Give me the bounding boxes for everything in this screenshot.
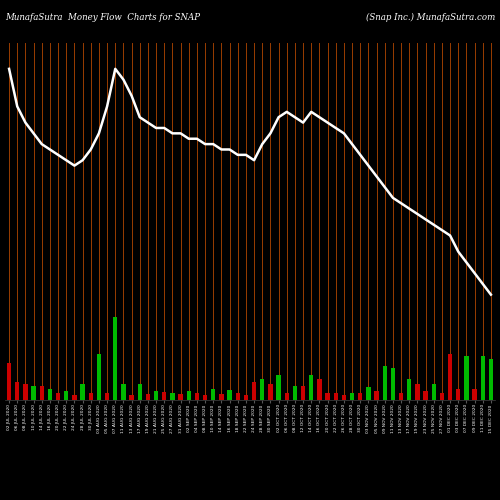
Bar xyxy=(488,358,493,400)
Bar xyxy=(415,384,420,400)
Bar xyxy=(432,384,436,400)
Bar xyxy=(40,386,44,400)
Bar xyxy=(448,354,452,400)
Bar xyxy=(32,386,36,400)
Bar xyxy=(48,388,52,400)
Bar xyxy=(350,393,354,400)
Bar xyxy=(456,388,460,400)
Bar xyxy=(56,393,60,400)
Bar xyxy=(301,386,306,400)
Bar xyxy=(203,396,207,400)
Bar xyxy=(72,396,76,400)
Bar xyxy=(96,354,101,400)
Bar xyxy=(113,317,117,400)
Bar xyxy=(23,384,28,400)
Bar xyxy=(130,396,134,400)
Bar xyxy=(194,393,199,400)
Bar xyxy=(424,391,428,400)
Bar xyxy=(309,374,314,400)
Bar xyxy=(480,356,485,400)
Bar xyxy=(334,393,338,400)
Bar xyxy=(228,390,232,400)
Bar xyxy=(440,393,444,400)
Bar xyxy=(146,394,150,400)
Bar xyxy=(342,396,346,400)
Bar xyxy=(407,380,412,400)
Bar xyxy=(211,388,216,400)
Bar xyxy=(64,391,68,400)
Bar xyxy=(121,384,126,400)
Bar xyxy=(154,391,158,400)
Bar xyxy=(464,356,468,400)
Bar xyxy=(276,374,281,400)
Bar xyxy=(326,393,330,400)
Bar xyxy=(260,380,264,400)
Bar xyxy=(138,384,142,400)
Bar xyxy=(292,386,297,400)
Bar xyxy=(236,393,240,400)
Bar xyxy=(170,393,174,400)
Bar xyxy=(268,384,272,400)
Bar xyxy=(374,391,379,400)
Bar xyxy=(382,366,387,400)
Bar xyxy=(15,382,20,400)
Bar xyxy=(358,393,362,400)
Bar xyxy=(186,391,191,400)
Bar xyxy=(472,388,477,400)
Text: (Snap Inc.) MunafaSutra.com: (Snap Inc.) MunafaSutra.com xyxy=(366,12,495,22)
Bar xyxy=(162,392,166,400)
Bar xyxy=(219,394,224,400)
Bar xyxy=(88,393,93,400)
Bar xyxy=(7,363,12,400)
Bar xyxy=(317,380,322,400)
Text: MunafaSutra  Money Flow  Charts for SNAP: MunafaSutra Money Flow Charts for SNAP xyxy=(5,12,200,22)
Bar xyxy=(366,387,370,400)
Bar xyxy=(178,394,183,400)
Bar xyxy=(399,393,404,400)
Bar xyxy=(252,382,256,400)
Bar xyxy=(80,384,85,400)
Bar xyxy=(244,396,248,400)
Bar xyxy=(390,368,395,400)
Bar xyxy=(105,393,110,400)
Bar xyxy=(284,393,289,400)
